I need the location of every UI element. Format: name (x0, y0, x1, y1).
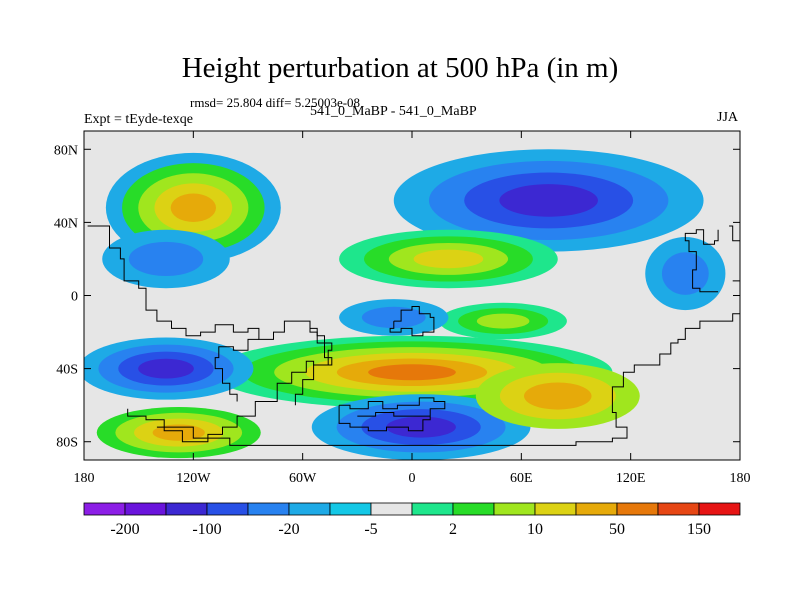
x-tick-label: 180 (74, 471, 95, 486)
colorbar-box-0 (83, 502, 126, 516)
y-tick-label: 0 (71, 290, 78, 305)
contour-sh-high-band-5 (368, 364, 456, 381)
colorbar-label: 10 (527, 521, 543, 538)
colorbar-label: 2 (449, 521, 457, 538)
contour-tropic-low-1 (361, 306, 426, 329)
coastline-6 (156, 310, 740, 446)
colorbar-box-11 (534, 502, 577, 516)
colorbar-box-10 (493, 502, 536, 516)
y-tick-label: 80N (54, 143, 78, 158)
contour-sh-low-west-3 (138, 358, 194, 379)
contour-nh-low-east-3 (499, 184, 598, 217)
y-tick-label: 80S (56, 436, 78, 451)
coastline-4 (338, 397, 446, 432)
colorbar-box-13 (616, 502, 659, 516)
colorbar-box-3 (206, 502, 249, 516)
coastline-1 (214, 338, 259, 402)
colorbar-box-6 (329, 502, 372, 516)
experiment-label: Expt = tEyde-texqe (84, 112, 193, 127)
x-tick-label: 120W (176, 471, 211, 486)
contour-sh-low-south-3 (386, 416, 456, 438)
contour-nh-low-eastmost-1 (661, 252, 709, 295)
coastline-8 (732, 280, 740, 303)
colorbar-label: 50 (609, 521, 625, 538)
contour-midlat-high-3 (413, 249, 484, 269)
contour-nh-low-west-1 (128, 241, 204, 277)
contour-nh-high-west-4 (170, 193, 217, 222)
coastline-7 (684, 229, 719, 293)
colorbar-box-12 (575, 502, 618, 516)
y-tick-label: 40N (54, 216, 78, 231)
colorbar-box-7 (370, 502, 413, 516)
stats-line: rmsd= 25.804 diff= 5.25003e-08 (190, 95, 361, 110)
y-tick-label: 40S (56, 363, 78, 378)
x-tick-label: 180 (730, 471, 751, 486)
case-label: 541_0_MaBP - 541_0_MaBP (310, 104, 477, 119)
x-tick-label: 60W (289, 471, 317, 486)
colorbar-box-2 (165, 502, 208, 516)
x-tick-label: 60E (510, 471, 533, 486)
colorbar-box-4 (247, 502, 290, 516)
contour-sh-high-east-2 (524, 382, 592, 410)
colorbar-label: 150 (687, 521, 711, 538)
field-layer (84, 131, 740, 460)
colorbar: -200 -100 -20 -5 2 10 50 150 (83, 502, 741, 538)
colorbar-box-9 (452, 502, 495, 516)
coastline-9 (729, 225, 740, 245)
colorbar-box-1 (124, 502, 167, 516)
x-tick-label: 0 (409, 471, 416, 486)
colorbar-label: -20 (278, 521, 299, 538)
coastline-3 (389, 306, 435, 337)
colorbar-box-5 (288, 502, 331, 516)
contour-tropic-high-2 (476, 313, 530, 329)
season-label: JJA (717, 110, 739, 125)
coastlines (87, 225, 740, 446)
colorbar-box-8 (411, 502, 454, 516)
coastline-5 (357, 412, 431, 417)
x-tick-label: 120E (616, 471, 646, 486)
contour-sh-high-southwest-3 (152, 424, 205, 441)
colorbar-label: -200 (110, 521, 139, 538)
axes: 180 120W 60W 0 60E 120E 180 80N 40N 0 40S 80S (54, 131, 751, 486)
coastline-2 (294, 327, 333, 406)
colorbar-box-14 (657, 502, 700, 516)
colorbar-label: -100 (192, 521, 221, 538)
colorbar-box-15 (698, 502, 741, 516)
colorbar-label: -5 (364, 521, 377, 538)
chart-title: Height perturbation at 500 hPa (in m) (181, 52, 619, 84)
coastline-0 (87, 225, 333, 443)
